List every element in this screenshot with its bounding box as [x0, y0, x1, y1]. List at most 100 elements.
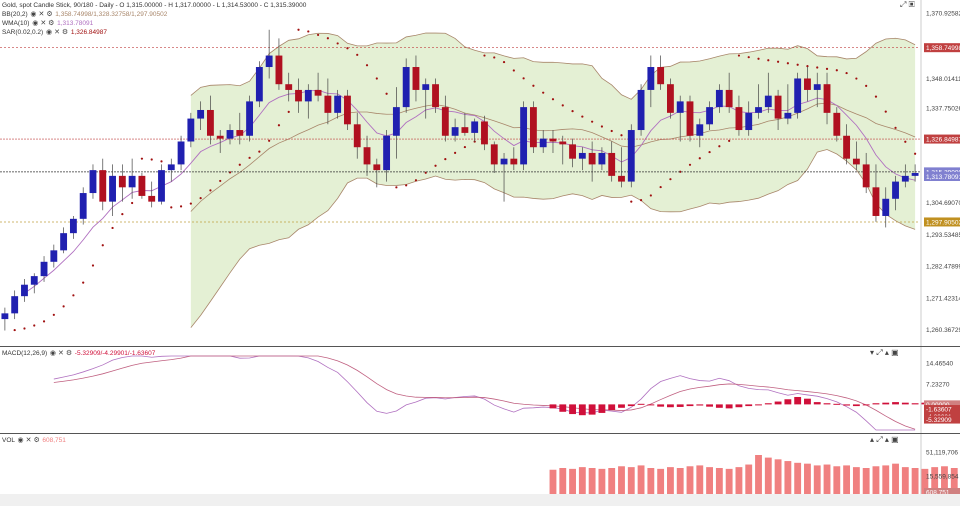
macd-histogram-bar	[882, 402, 890, 405]
sar-dot	[737, 54, 741, 57]
macd-histogram-bar	[618, 404, 625, 408]
sar-dot	[698, 157, 701, 160]
price-tag-bg	[924, 217, 960, 227]
volume-bar	[598, 468, 606, 494]
expand-icon[interactable]: ⤢	[876, 435, 883, 444]
close-icon[interactable]: ✕	[25, 437, 32, 444]
down-arrow-icon[interactable]: ▾	[870, 348, 875, 357]
sar-dot	[346, 47, 349, 50]
candle	[138, 173, 146, 199]
gear-icon[interactable]: ⚙	[48, 20, 55, 27]
candle-body	[60, 233, 68, 251]
candle-body	[40, 261, 48, 277]
volume-bar	[647, 468, 655, 494]
gear-icon[interactable]: ⚙	[61, 29, 69, 36]
eye-icon[interactable]: ◉	[17, 437, 24, 444]
candle	[647, 55, 655, 108]
close-icon[interactable]: ✕	[54, 29, 60, 36]
eye-icon[interactable]: ◉	[45, 29, 53, 36]
eye-icon[interactable]: ◉	[49, 350, 57, 357]
close-icon[interactable]: ✕	[58, 350, 64, 357]
macd-tag-bg	[924, 405, 960, 414]
gear-icon[interactable]: ⚙	[65, 350, 73, 357]
candle-body	[843, 135, 851, 159]
macd-histogram-bar	[627, 404, 635, 407]
sar-dot	[542, 91, 545, 94]
up-arrow-icon[interactable]: ▴	[884, 348, 889, 357]
candle	[344, 89, 351, 131]
volume-bar	[569, 468, 576, 494]
candle-body	[901, 175, 909, 182]
volume-bar	[618, 466, 625, 494]
candle	[304, 84, 312, 119]
candle-body	[304, 89, 312, 102]
candle-body	[481, 121, 488, 145]
candle-body	[794, 78, 802, 113]
macd-values: -5.32909/-4.29901/-1.63607	[74, 350, 156, 357]
volume-bar	[892, 463, 899, 494]
maximize-icon[interactable]: ▣	[908, 0, 915, 9]
panel-divider[interactable]	[0, 346, 960, 347]
wma-label: WMA(10)	[2, 20, 30, 27]
volume-bar	[755, 455, 762, 494]
volume-bar	[715, 468, 723, 494]
gear-icon[interactable]: ⚙	[46, 11, 53, 18]
vol-label: VOL	[2, 437, 15, 444]
macd-histogram-bar	[852, 404, 860, 407]
candle-body	[392, 107, 400, 136]
sar-dot	[835, 69, 838, 72]
volume-bar	[813, 465, 821, 494]
candle	[11, 290, 19, 320]
candle-body	[441, 107, 449, 136]
candle-body	[490, 144, 498, 165]
candle	[588, 141, 596, 182]
candle-body	[813, 84, 821, 90]
sar-dot	[258, 150, 261, 153]
up-arrow-icon[interactable]: ▴	[884, 435, 889, 444]
candle-body	[892, 181, 899, 199]
macd-histogram-bar	[755, 404, 762, 406]
macd-histogram-bar	[667, 404, 674, 408]
candle-body	[334, 95, 342, 113]
candle	[813, 72, 821, 108]
candle-body	[89, 170, 97, 194]
candle	[911, 164, 919, 182]
macd-tag-bg	[924, 415, 960, 424]
candle-body	[422, 84, 430, 90]
sar-dot	[268, 139, 271, 142]
candle-body	[118, 175, 126, 188]
volume-bar	[608, 468, 616, 494]
candle-body	[324, 95, 332, 113]
panel-divider[interactable]	[0, 433, 960, 434]
bb-values: 1,358.74998/1,328.32758/1,297.90502	[55, 11, 168, 18]
sar-dot	[238, 163, 241, 166]
maximize-icon[interactable]: ▣	[891, 435, 899, 444]
macd-histogram-bar	[715, 404, 723, 408]
volume-bar	[657, 468, 665, 494]
close-icon[interactable]: ✕	[40, 20, 47, 27]
sar-value: 1,326.84987	[70, 29, 107, 36]
macd-axis-tick: -1.63607	[926, 407, 952, 414]
eye-icon[interactable]: ◉	[32, 20, 39, 27]
volume-bar	[833, 466, 841, 494]
candle-body	[852, 158, 860, 165]
sar-dot	[131, 201, 134, 205]
candle-body	[715, 89, 723, 108]
sar-dot	[13, 328, 16, 332]
candle	[520, 101, 528, 171]
candle-body	[265, 55, 273, 68]
gear-icon[interactable]: ⚙	[33, 437, 40, 444]
candle	[422, 78, 430, 119]
eye-icon[interactable]: ◉	[30, 11, 37, 18]
close-icon[interactable]: ✕	[38, 11, 45, 18]
maximize-icon[interactable]: ▣	[891, 348, 899, 357]
candle-body	[138, 175, 146, 196]
macd-histogram-bar	[892, 402, 899, 405]
volume-bar	[950, 468, 958, 494]
expand-icon[interactable]: ⤢	[900, 0, 907, 9]
up-arrow-icon[interactable]: ▴	[870, 435, 875, 444]
expand-icon[interactable]: ⤢	[876, 348, 883, 357]
sar-dot	[865, 84, 868, 87]
candle	[852, 141, 860, 171]
